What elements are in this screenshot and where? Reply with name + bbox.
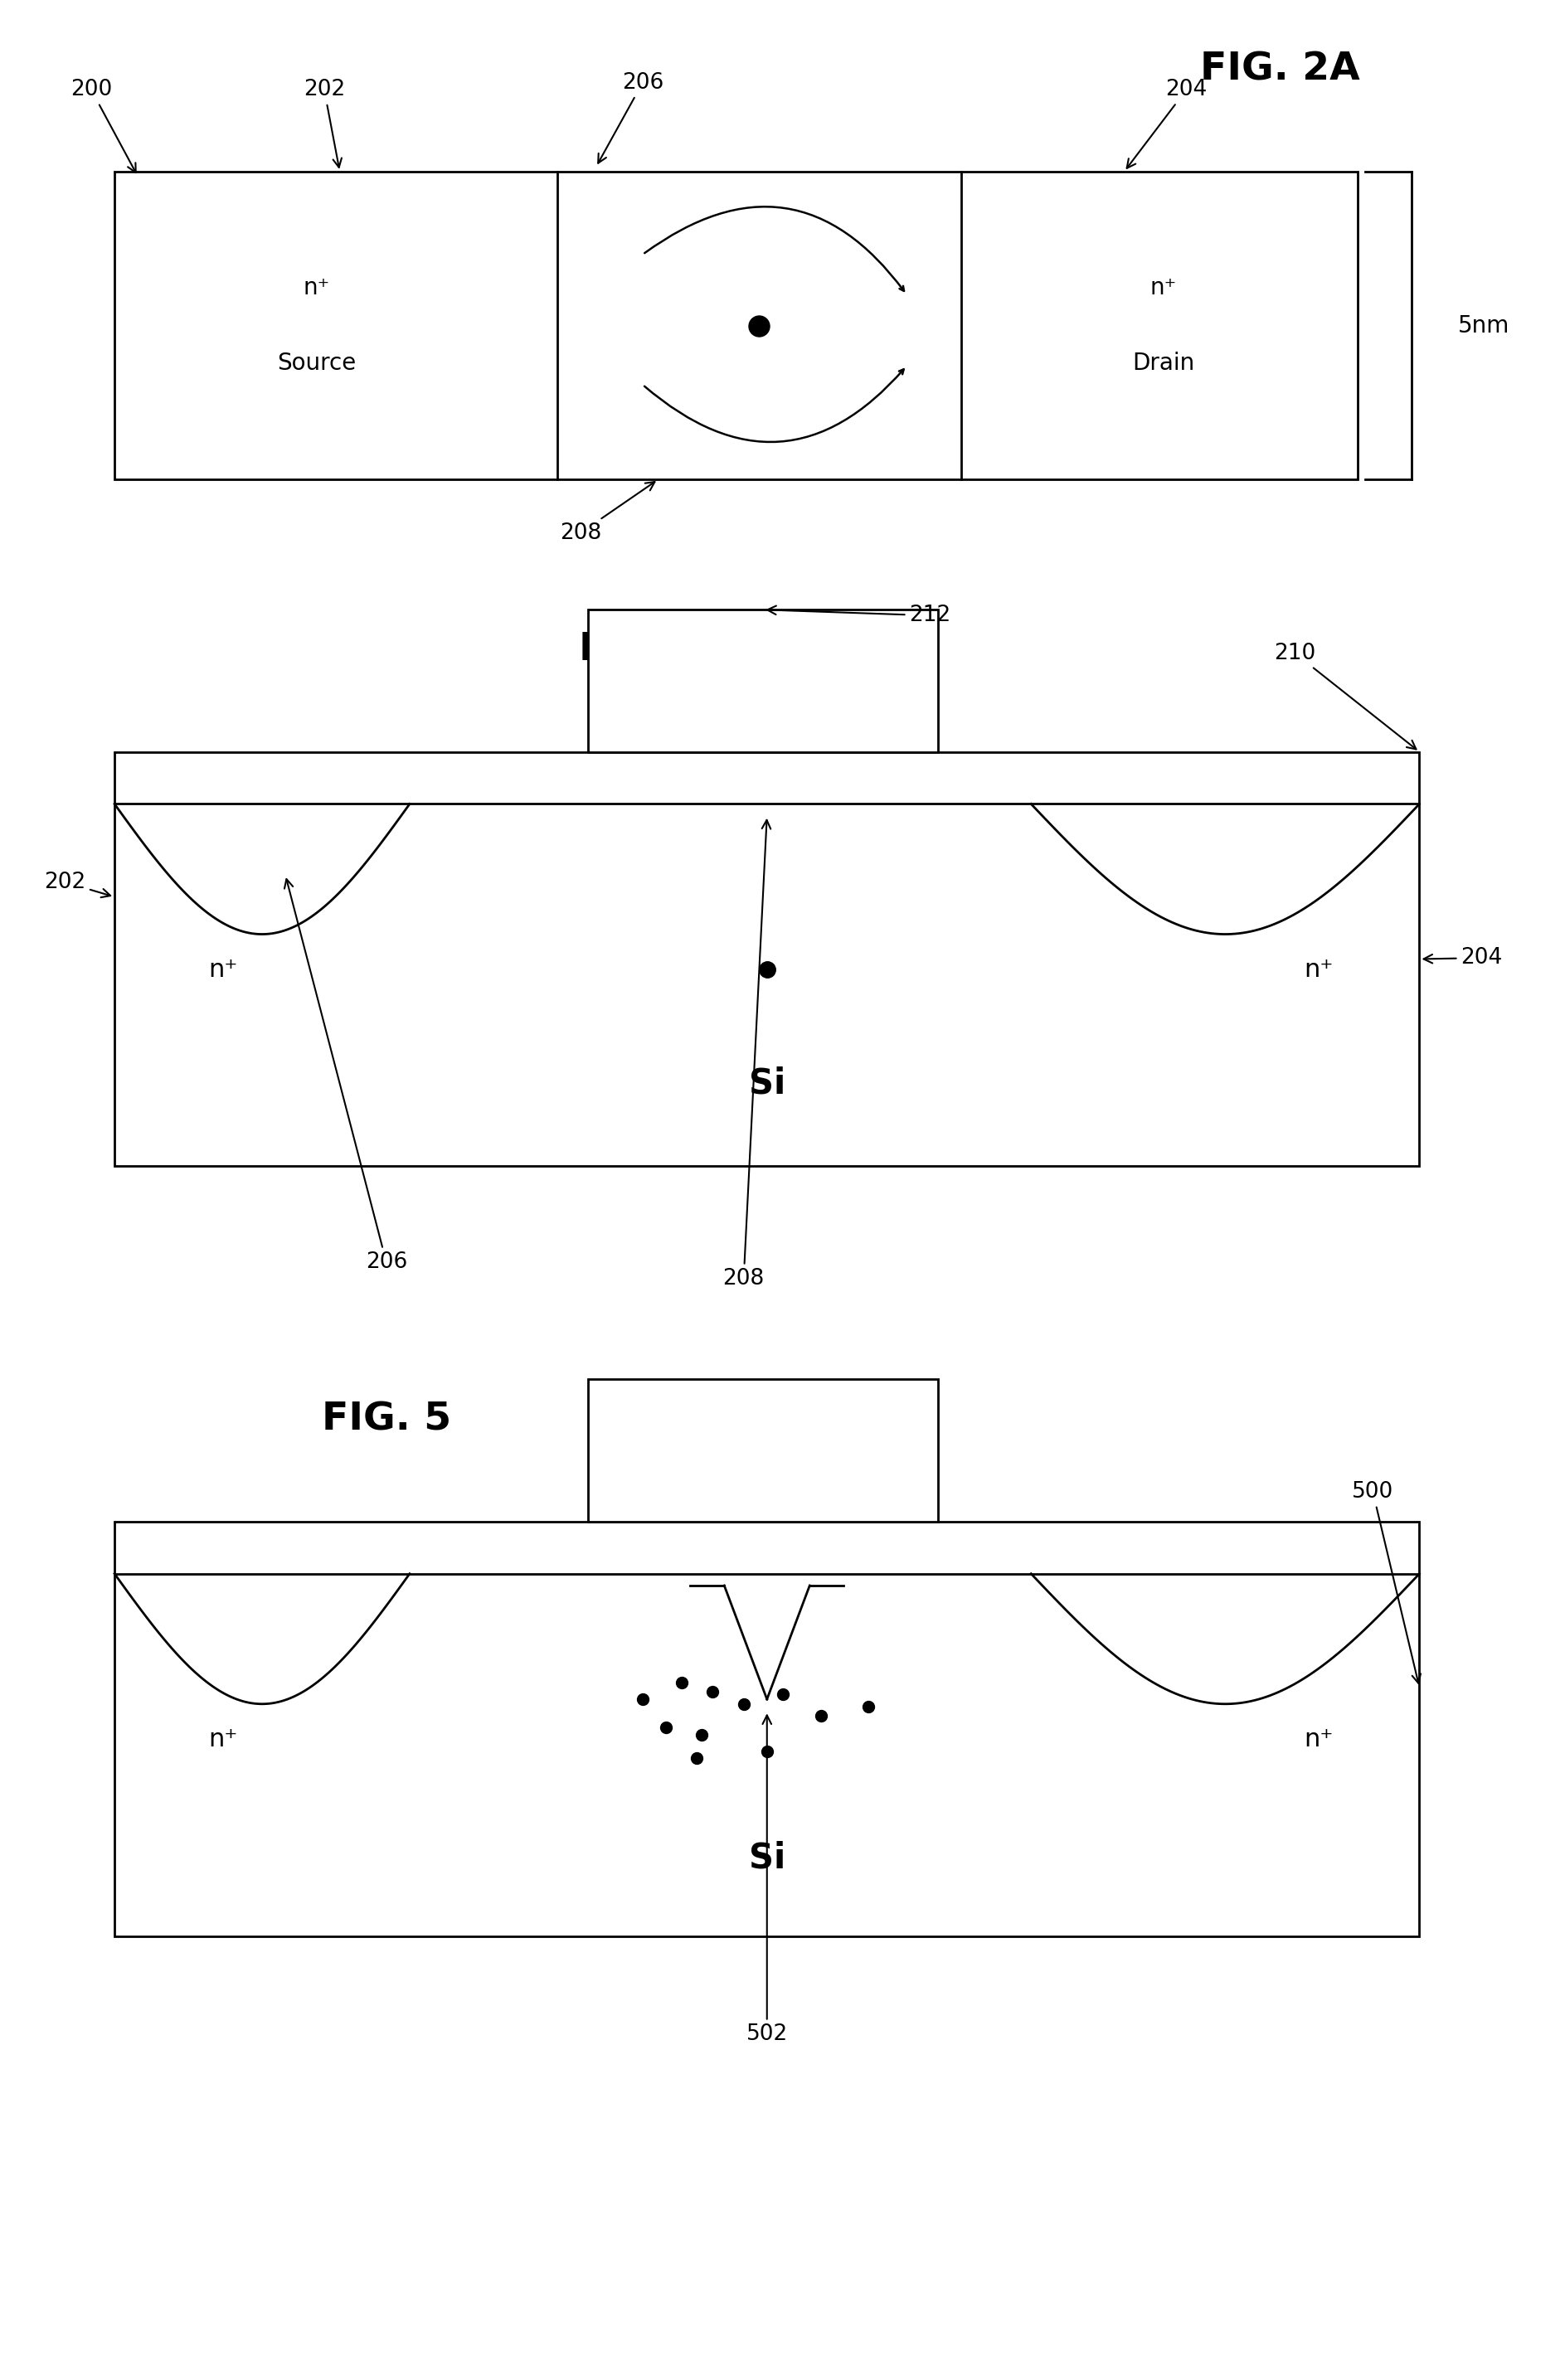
Text: n⁺: n⁺ bbox=[208, 957, 238, 983]
Text: 502: 502 bbox=[747, 1716, 787, 2044]
Bar bbox=[114, 752, 1419, 1166]
Text: 212: 212 bbox=[767, 605, 952, 626]
Text: 5nm: 5nm bbox=[1459, 314, 1510, 338]
Bar bbox=[588, 609, 937, 752]
Text: 208: 208 bbox=[560, 481, 654, 543]
Bar bbox=[588, 1380, 937, 1521]
Text: 202: 202 bbox=[304, 79, 344, 167]
Text: 208: 208 bbox=[723, 821, 770, 1290]
Text: 500: 500 bbox=[1352, 1480, 1421, 1683]
Text: 200: 200 bbox=[70, 79, 136, 174]
Text: FIG. 2B: FIG. 2B bbox=[579, 631, 739, 669]
Text: Source: Source bbox=[277, 352, 355, 376]
Text: FIG. 5: FIG. 5 bbox=[322, 1402, 451, 1438]
Bar bbox=[114, 1521, 1419, 1935]
Text: FIG. 2A: FIG. 2A bbox=[1200, 52, 1360, 88]
Text: 204: 204 bbox=[1424, 947, 1502, 969]
Text: n⁺: n⁺ bbox=[304, 276, 330, 300]
Bar bbox=[114, 171, 1357, 478]
Text: Si: Si bbox=[748, 1840, 786, 1875]
Text: 206: 206 bbox=[598, 71, 664, 164]
Text: 202: 202 bbox=[44, 871, 111, 897]
Text: 210: 210 bbox=[1274, 643, 1416, 750]
Text: n⁺: n⁺ bbox=[1304, 957, 1333, 983]
Text: Drain: Drain bbox=[1131, 352, 1194, 376]
Text: 204: 204 bbox=[1127, 79, 1207, 169]
Text: n⁺: n⁺ bbox=[1150, 276, 1177, 300]
Text: n⁺: n⁺ bbox=[1304, 1728, 1333, 1752]
Text: 206: 206 bbox=[285, 878, 407, 1273]
Text: n⁺: n⁺ bbox=[208, 1728, 238, 1752]
Text: Si: Si bbox=[748, 1066, 786, 1102]
